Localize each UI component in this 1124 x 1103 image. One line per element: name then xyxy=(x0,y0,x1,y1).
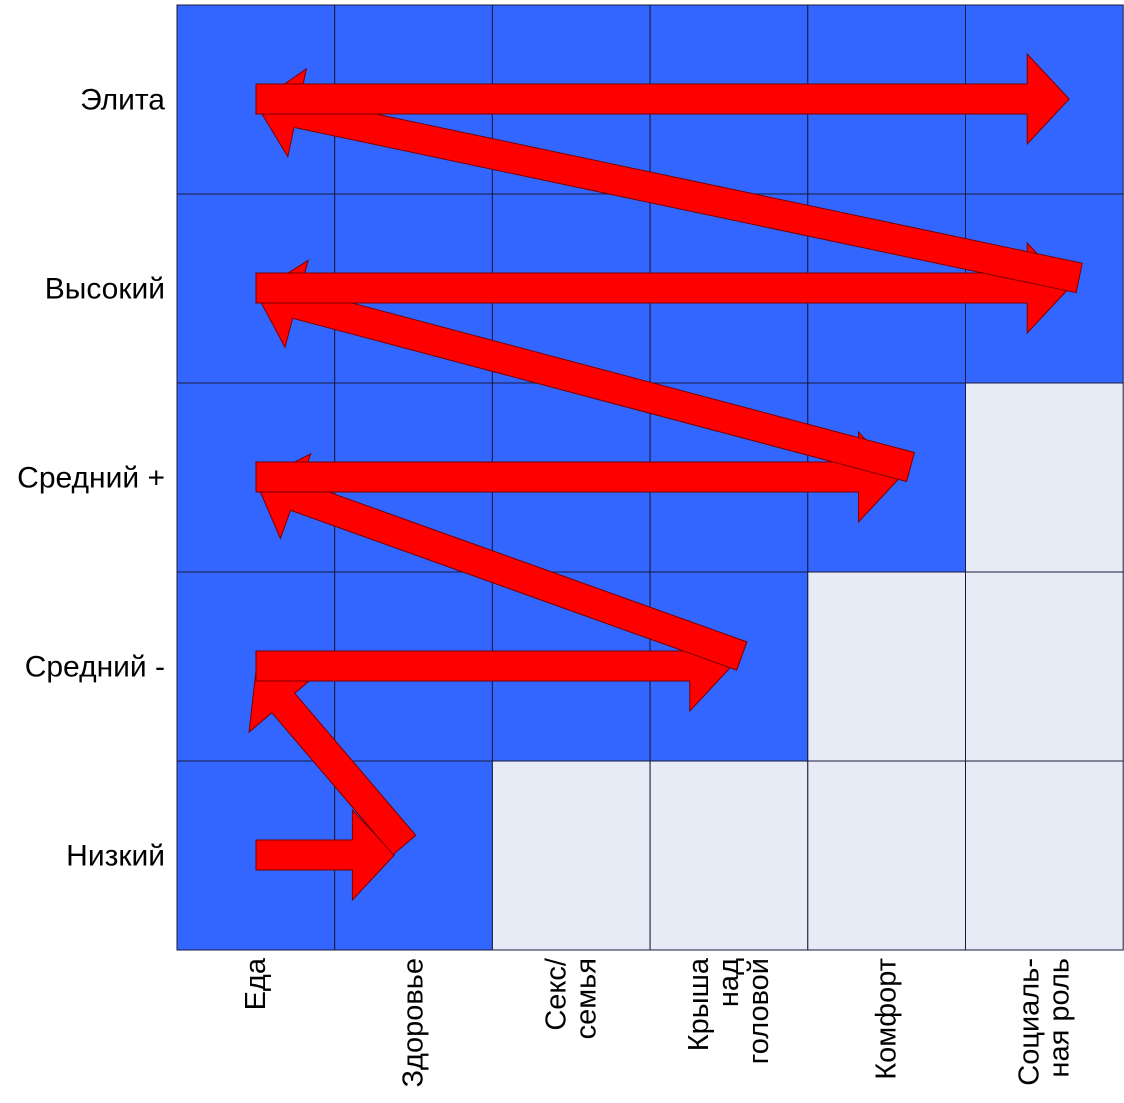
column-label: Крышанадголовой xyxy=(683,957,775,1064)
column-label: Комфорт xyxy=(871,958,903,1080)
column-label-line: головой xyxy=(743,958,775,1064)
row-labels: Элита Высокий Средний + Средний - Низкий xyxy=(17,84,165,873)
matrix-cell xyxy=(965,382,1124,573)
row-label: Средний - xyxy=(25,651,165,684)
matrix-cell xyxy=(965,760,1124,951)
matrix-cell xyxy=(807,571,966,762)
column-label-line: Еда xyxy=(240,957,272,1010)
column-label: Социаль-ная роль xyxy=(1013,958,1075,1086)
row-label: Низкий xyxy=(66,840,165,873)
column-label-line: над xyxy=(713,958,745,1007)
row-label: Высокий xyxy=(45,273,165,306)
column-label: Здоровье xyxy=(398,958,430,1087)
column-label-line: Комфорт xyxy=(871,958,903,1080)
column-label-line: Крыша xyxy=(683,957,715,1051)
matrix-cell xyxy=(965,571,1124,762)
column-label-line: Здоровье xyxy=(398,958,430,1087)
diagonal-arrow xyxy=(248,670,417,856)
horizontal-arrow xyxy=(255,52,1070,146)
matrix-cell xyxy=(649,760,809,951)
column-labels: Еда Здоровье Секс/семья Крышанадголовой Комф… xyxy=(240,957,1075,1087)
column-label-line: ная роль xyxy=(1043,958,1075,1078)
column-label: Секс/семья xyxy=(540,957,602,1039)
column-label: Еда xyxy=(240,957,272,1010)
column-label-line: Секс/ xyxy=(540,957,572,1031)
matrix-cell xyxy=(491,760,651,951)
row-label: Средний + xyxy=(17,462,165,495)
column-label-line: семья xyxy=(570,958,602,1039)
arrow-layer xyxy=(248,52,1083,902)
column-label-line: Социаль- xyxy=(1013,958,1045,1086)
row-label: Элита xyxy=(80,84,165,117)
matrix-cell xyxy=(807,760,966,951)
